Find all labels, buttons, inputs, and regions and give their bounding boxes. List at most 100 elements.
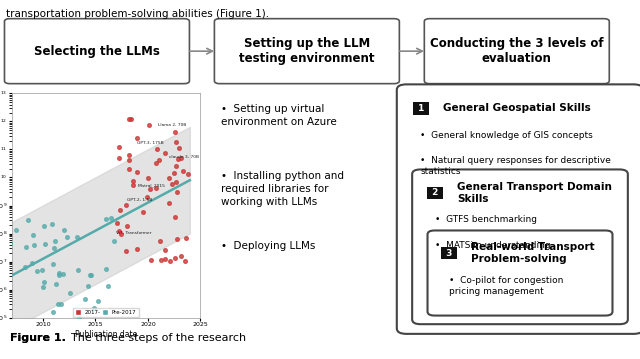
Point bbox=[84, 272, 95, 278]
Text: •  MATSim understanding: • MATSim understanding bbox=[435, 241, 550, 250]
Point bbox=[50, 238, 60, 244]
Point bbox=[132, 136, 142, 141]
Point bbox=[180, 258, 191, 264]
Point bbox=[65, 290, 76, 296]
Text: Real-world Transport
Problem-solving: Real-world Transport Problem-solving bbox=[471, 242, 595, 264]
Point bbox=[146, 257, 156, 262]
Text: Figure 1.: Figure 1. bbox=[10, 333, 65, 343]
Point bbox=[175, 155, 186, 161]
Point bbox=[22, 217, 33, 223]
Point bbox=[183, 171, 193, 177]
Point bbox=[132, 246, 142, 252]
Point bbox=[116, 231, 127, 237]
Point bbox=[38, 223, 49, 229]
Point bbox=[72, 234, 82, 240]
FancyBboxPatch shape bbox=[397, 84, 640, 334]
Point bbox=[115, 208, 125, 213]
Point bbox=[160, 256, 170, 262]
Point bbox=[159, 247, 170, 253]
Point bbox=[172, 189, 182, 195]
Text: General Geospatial Skills: General Geospatial Skills bbox=[443, 103, 591, 113]
Point bbox=[39, 279, 49, 285]
Point bbox=[175, 253, 186, 259]
Point bbox=[169, 170, 179, 176]
FancyBboxPatch shape bbox=[412, 169, 628, 324]
Point bbox=[51, 281, 61, 287]
Point bbox=[171, 180, 181, 185]
Point bbox=[180, 236, 191, 241]
Point bbox=[156, 238, 166, 244]
Point bbox=[150, 160, 161, 165]
Point bbox=[54, 271, 64, 276]
Text: Figure 1.: Figure 1. bbox=[10, 333, 65, 343]
Point bbox=[167, 181, 177, 187]
Point bbox=[56, 301, 67, 307]
Point bbox=[89, 305, 99, 311]
Text: GPT-3, 175B: GPT-3, 175B bbox=[138, 141, 164, 145]
Point bbox=[131, 169, 141, 175]
Point bbox=[49, 245, 59, 251]
Text: 1: 1 bbox=[415, 104, 428, 113]
Point bbox=[73, 267, 83, 272]
Text: Selecting the LLMs: Selecting the LLMs bbox=[34, 45, 160, 58]
Point bbox=[121, 202, 131, 208]
X-axis label: Publication date: Publication date bbox=[75, 330, 137, 339]
Point bbox=[112, 220, 122, 226]
Point bbox=[114, 155, 124, 161]
Text: Llama 2, 70B: Llama 2, 70B bbox=[158, 123, 187, 127]
Point bbox=[114, 144, 124, 150]
Text: Setting up the LLM
testing environment: Setting up the LLM testing environment bbox=[239, 37, 374, 65]
Point bbox=[4, 240, 15, 246]
Point bbox=[103, 283, 113, 289]
Point bbox=[128, 182, 138, 188]
Text: claude 3, 70B: claude 3, 70B bbox=[169, 155, 199, 159]
Point bbox=[124, 116, 134, 121]
Point bbox=[152, 146, 162, 152]
Point bbox=[171, 140, 181, 145]
Point bbox=[126, 116, 136, 122]
Point bbox=[115, 228, 125, 234]
Point bbox=[142, 194, 152, 200]
Point bbox=[52, 300, 63, 306]
Text: •  General knowledge of GIS concepts: • General knowledge of GIS concepts bbox=[420, 131, 593, 140]
Point bbox=[151, 185, 161, 191]
Point bbox=[86, 272, 96, 278]
Point bbox=[121, 248, 131, 254]
Point bbox=[93, 298, 103, 303]
Point bbox=[164, 175, 174, 181]
Point bbox=[20, 265, 30, 270]
Point bbox=[124, 153, 134, 158]
FancyBboxPatch shape bbox=[424, 19, 609, 84]
Point bbox=[109, 238, 119, 244]
Text: •  Co-pilot for congestion
pricing management: • Co-pilot for congestion pricing manage… bbox=[449, 276, 563, 296]
Point bbox=[172, 236, 182, 242]
FancyBboxPatch shape bbox=[428, 230, 612, 316]
Point bbox=[143, 175, 153, 181]
Point bbox=[128, 178, 138, 183]
Point bbox=[160, 150, 170, 156]
Text: Mistral_2015: Mistral_2015 bbox=[138, 183, 165, 187]
Point bbox=[62, 234, 72, 240]
Point bbox=[170, 255, 180, 261]
Text: transportation problem-solving abilities (Figure 1).: transportation problem-solving abilities… bbox=[6, 9, 269, 19]
Point bbox=[38, 284, 49, 289]
Point bbox=[138, 209, 148, 215]
Text: ViT, Transformer: ViT, Transformer bbox=[116, 230, 152, 234]
Point bbox=[28, 232, 38, 238]
Point bbox=[58, 271, 68, 277]
Point bbox=[83, 283, 93, 289]
FancyBboxPatch shape bbox=[214, 19, 399, 84]
Point bbox=[170, 129, 180, 135]
Point bbox=[27, 261, 37, 266]
Point bbox=[47, 221, 57, 227]
Text: 2: 2 bbox=[429, 188, 442, 197]
Point bbox=[145, 186, 156, 192]
Point bbox=[174, 145, 184, 151]
Point bbox=[124, 166, 134, 172]
Point bbox=[156, 257, 166, 262]
Point bbox=[144, 123, 154, 129]
Text: •  Setting up virtual
environment on Azure: • Setting up virtual environment on Azur… bbox=[221, 104, 337, 127]
Point bbox=[173, 156, 184, 162]
Point bbox=[101, 266, 111, 272]
Point bbox=[74, 315, 84, 321]
